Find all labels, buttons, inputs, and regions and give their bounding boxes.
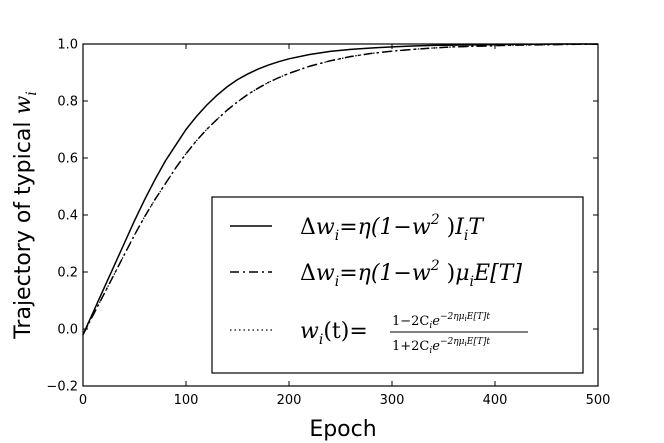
legend-entry-3: wi(t)= 1−2Cie−2ημiE[T]t 1+2Cie−2ημiE[T]t	[300, 312, 528, 356]
x-tick-label: 0	[79, 393, 87, 408]
y-axis-label-sub: i	[24, 91, 40, 95]
series-line-solid	[82, 43, 598, 336]
y-tick-label: 0.4	[57, 209, 78, 224]
y-axis-label: Trajectory of typical wi	[11, 91, 40, 340]
svg-text:Trajectory of typical wi: Trajectory of typical wi	[11, 91, 40, 340]
legend: Δwi=η(1−w2 )IiT Δwi=η(1−w2 )μiE[T] wi(t)…	[211, 196, 584, 374]
svg-text:1+2Cie−2ημiE[T]t: 1+2Cie−2ημiE[T]t	[392, 337, 490, 356]
svg-text:1−2Cie−2ημiE[T]t: 1−2Cie−2ημiE[T]t	[392, 312, 490, 331]
x-axis-label: Epoch	[309, 417, 376, 442]
x-tick-label: 400	[483, 393, 508, 408]
svg-text:wi(t)=: wi(t)=	[300, 319, 368, 348]
y-tick-label: 0.0	[57, 323, 78, 338]
y-tick-label: 0.6	[57, 152, 78, 167]
legend-entry-2: Δwi=η(1−w2 )μiE[T]	[300, 258, 522, 290]
y-tick-label: 1.0	[57, 38, 78, 53]
series-layer	[82, 43, 598, 336]
series-line-dashdot	[82, 43, 598, 336]
y-tick-label: 0.8	[57, 95, 78, 110]
x-tick-label: 500	[586, 393, 611, 408]
legend-entry-1: Δwi=η(1−w2 )IiT	[300, 212, 485, 244]
y-axis-label-math: w	[11, 96, 36, 115]
x-axis: 0 100 200 300 400 500	[79, 44, 611, 408]
y-axis: −0.2 0.0 0.2 0.4 0.6 0.8 1.0	[46, 38, 598, 395]
x-tick-label: 200	[277, 393, 302, 408]
x-tick-label: 300	[380, 393, 405, 408]
y-tick-label: −0.2	[46, 380, 78, 395]
y-tick-label: 0.2	[57, 266, 78, 281]
legend-box	[211, 196, 584, 374]
x-tick-label: 100	[174, 393, 199, 408]
y-axis-label-text: Trajectory of typical	[11, 115, 36, 340]
